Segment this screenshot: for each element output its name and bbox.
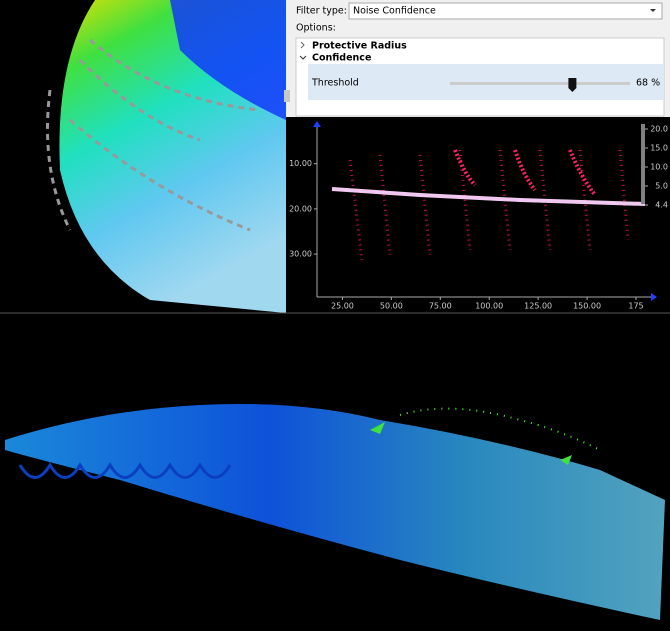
y-tick-label: 10.00 (289, 159, 312, 168)
colorbar-label: 15.0 (650, 144, 668, 153)
x-tick-label: 25.00 (331, 302, 354, 311)
expander[interactable] (300, 41, 305, 49)
x-tick-label: 50.00 (380, 302, 403, 311)
slider-track[interactable] (450, 82, 630, 85)
point-cloud-deep (170, 0, 286, 120)
threshold-label: Threshold (311, 78, 359, 89)
x-tick-label: 75.00 (429, 302, 452, 311)
filter-type-value: Noise Confidence (353, 6, 436, 17)
colorbar-label: 4.4 (655, 201, 668, 210)
ripple-texture (18, 462, 232, 479)
filter-type-dropdown[interactable] (348, 2, 663, 20)
threshold-value: 68 % (636, 78, 660, 89)
expander[interactable] (299, 55, 307, 60)
seafloor-line (331, 187, 646, 206)
filter-type-label: Filter type: (296, 6, 347, 17)
x-tick-label: 125.00 (524, 302, 552, 311)
y-tick-label: 20.00 (289, 204, 312, 213)
x-tick-label: 150.00 (573, 302, 601, 311)
y-tick-label: 30.00 (289, 250, 312, 259)
section-label: Confidence (312, 53, 371, 64)
point-cloud (5, 404, 665, 620)
colorbar-label: 20.0 (650, 125, 668, 134)
x-tick-label: 175 (628, 302, 643, 311)
colorbar-label: 5.0 (655, 182, 668, 191)
profile-chart: 25.00 50.00 75.00 100.00 125.00 150.00 175 10.0… (289, 121, 668, 311)
profile-view (286, 117, 670, 313)
axis-arrow (651, 293, 657, 301)
splitter (284, 90, 290, 102)
dropdown-arrow (650, 9, 656, 12)
slider-handle[interactable] (568, 78, 577, 92)
x-tick-label: 100.00 (475, 302, 503, 311)
section-label: Protective Radius (312, 41, 407, 52)
colorbar-label: 10.0 (650, 163, 668, 172)
scatter-texture (453, 149, 597, 197)
options-label: Options: (296, 23, 336, 34)
colorbar (641, 124, 645, 204)
axis-arrow (313, 121, 321, 127)
noise-points (46, 38, 261, 232)
